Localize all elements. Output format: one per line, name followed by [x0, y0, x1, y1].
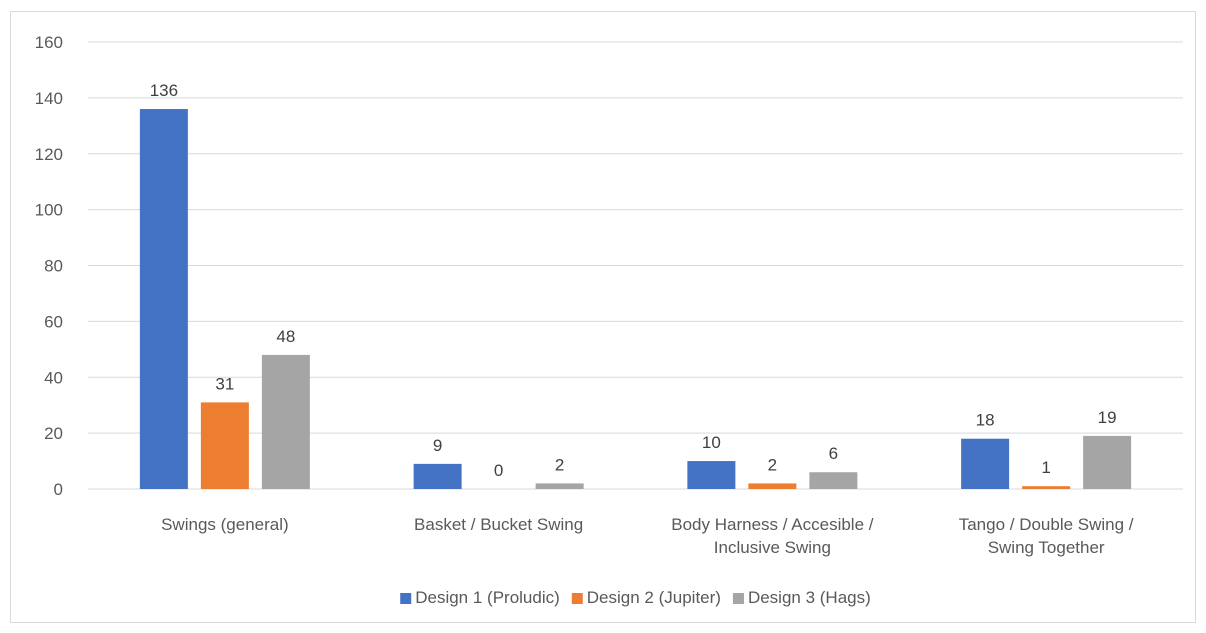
x-category-label: Body Harness / Accesible / Inclusive Swin…	[671, 515, 873, 557]
bar	[809, 472, 858, 489]
legend-item: Design 3 (Hags)	[732, 588, 871, 607]
y-tick-label: 60	[44, 312, 63, 331]
legend: Design 1 (Proludic) Design 2 (Jupiter) Des…	[400, 588, 871, 607]
legend-label: Design 2 (Jupiter)	[587, 588, 721, 607]
legend-swatch	[732, 593, 744, 604]
y-tick-label: 160	[35, 33, 63, 52]
bar	[139, 109, 188, 490]
legend-swatch	[400, 593, 412, 604]
y-tick-label: 120	[35, 145, 63, 164]
y-tick-label: 40	[44, 368, 63, 387]
bar	[687, 461, 736, 489]
bar	[961, 438, 1010, 489]
chart-frame	[10, 11, 1196, 623]
y-tick-label: 100	[35, 201, 63, 220]
x-axis: Swings (general) Basket / Bucket Swing Bod…	[161, 515, 1134, 557]
y-tick-label: 20	[44, 424, 63, 443]
bar	[1083, 435, 1132, 489]
data-label: 2	[768, 455, 777, 474]
legend-label: Design 1 (Proludic)	[415, 588, 560, 607]
data-label: 9	[433, 436, 442, 455]
data-labels: 136 31 48 9 0 2 10 2 6 18 1 19	[150, 81, 1117, 480]
data-label: 1	[1041, 458, 1050, 477]
y-tick-label: 140	[35, 89, 63, 108]
data-label: 10	[702, 433, 721, 452]
gridlines	[88, 41, 1183, 490]
x-category-label-line: Tango / Double Swing /	[959, 515, 1134, 534]
data-label: 2	[555, 455, 564, 474]
y-tick-label: 0	[54, 480, 63, 499]
legend-item: Design 2 (Jupiter)	[571, 588, 721, 607]
y-axis: 0 20 40 60 80 100 120 140 160	[35, 33, 63, 499]
x-category-label: Basket / Bucket Swing	[414, 515, 583, 534]
bar	[1022, 486, 1071, 489]
bar	[200, 402, 249, 489]
data-label: 31	[215, 374, 234, 393]
legend-item: Design 1 (Proludic)	[400, 588, 560, 607]
x-category-label: Swings (general)	[161, 515, 289, 534]
x-category-label-line: Body Harness / Accesible /	[671, 515, 873, 534]
data-label: 19	[1098, 408, 1117, 427]
data-label: 18	[976, 411, 995, 430]
data-label: 6	[829, 444, 838, 463]
x-category-label: Tango / Double Swing / Swing Together	[959, 515, 1134, 557]
data-label: 0	[494, 461, 503, 480]
bars	[139, 109, 1132, 490]
legend-label: Design 3 (Hags)	[748, 588, 871, 607]
bar	[413, 463, 462, 489]
x-category-label-line: Swings (general)	[161, 515, 289, 534]
x-category-label-line: Swing Together	[988, 538, 1105, 557]
bar	[748, 483, 797, 489]
bar	[535, 483, 584, 489]
data-label: 136	[150, 81, 178, 100]
x-category-label-line: Basket / Bucket Swing	[414, 515, 583, 534]
data-label: 48	[276, 327, 295, 346]
legend-swatch	[571, 593, 583, 604]
x-category-label-line: Inclusive Swing	[714, 538, 831, 557]
bar	[261, 354, 310, 489]
y-tick-label: 80	[44, 257, 63, 276]
